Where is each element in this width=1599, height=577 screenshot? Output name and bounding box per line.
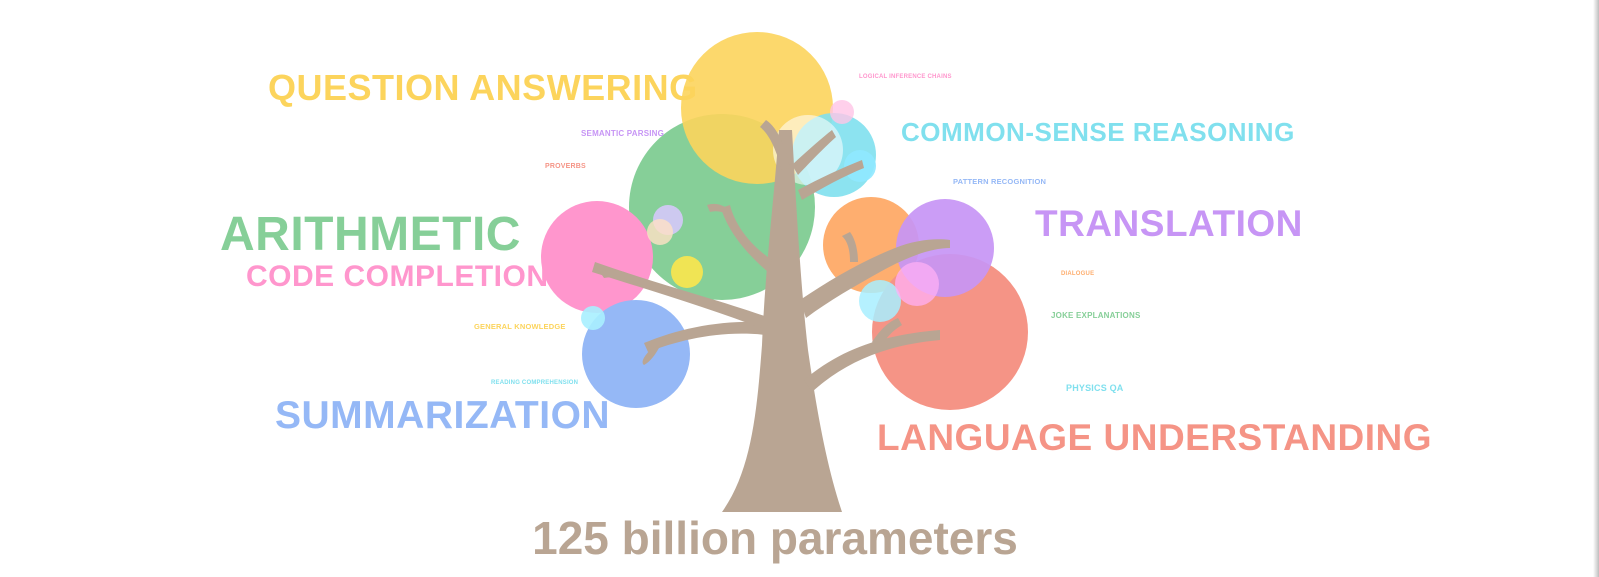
label-language-understanding: LANGUAGE UNDERSTANDING — [877, 417, 1433, 458]
branch-left-lower-tip — [642, 346, 660, 365]
label-proverbs: PROVERBS — [545, 163, 586, 170]
label-code-completion: CODE COMPLETION — [246, 260, 549, 293]
branch-top-right-2 — [798, 160, 864, 200]
label-dialogue: DIALOGUE — [1061, 271, 1095, 277]
label-arithmetic: ARITHMETIC — [220, 208, 521, 261]
branch-left-lower — [644, 321, 766, 352]
branch-right-lower-twig — [872, 318, 902, 348]
tree-trunk-and-branches — [592, 120, 950, 512]
label-translation: TRANSLATION — [1035, 203, 1303, 244]
branch-right-lower — [804, 330, 940, 392]
circle-small-magenta — [895, 262, 939, 306]
branch-top-right — [792, 130, 836, 175]
circle-small-cyan-2 — [859, 280, 901, 322]
label-logical-inference-chains: LOGICAL INFERENCE CHAINS — [859, 74, 952, 80]
label-reading-comprehension: READING COMPREHENSION — [491, 380, 579, 386]
caption-parameters: 125 billion parameters — [532, 512, 1018, 564]
window-right-edge — [1593, 0, 1599, 577]
circle-small-pink — [830, 100, 854, 124]
branch-left-mid — [721, 205, 772, 272]
label-question-answering: QUESTION ANSWERING — [268, 67, 698, 108]
label-general-knowledge: GENERAL KNOWLEDGE — [474, 322, 566, 331]
label-physics-qa: PHYSICS QA — [1066, 383, 1124, 393]
trunk — [722, 130, 842, 512]
circle-pink — [541, 201, 653, 313]
label-joke-explanations: JOKE EXPLANATIONS — [1051, 311, 1141, 320]
label-pattern-recognition: PATTERN RECOGNITION — [953, 177, 1047, 186]
label-summarization: SUMMARIZATION — [275, 394, 611, 437]
circle-small-yellow — [671, 256, 703, 288]
circle-orange — [823, 197, 919, 293]
branch-right-upper — [800, 239, 950, 318]
circle-small-peach — [647, 219, 673, 245]
circle-small-cyan — [581, 306, 605, 330]
circle-blue — [582, 300, 690, 408]
branch-top-left — [760, 120, 790, 170]
label-semantic-parsing: SEMANTIC PARSING — [581, 129, 665, 138]
branch-right-upper-twig — [842, 232, 858, 262]
label-common-sense-reasoning: COMMON-SENSE REASONING — [901, 117, 1295, 147]
branch-left-twig — [600, 270, 640, 285]
branch-left-mid-twig — [707, 203, 732, 216]
